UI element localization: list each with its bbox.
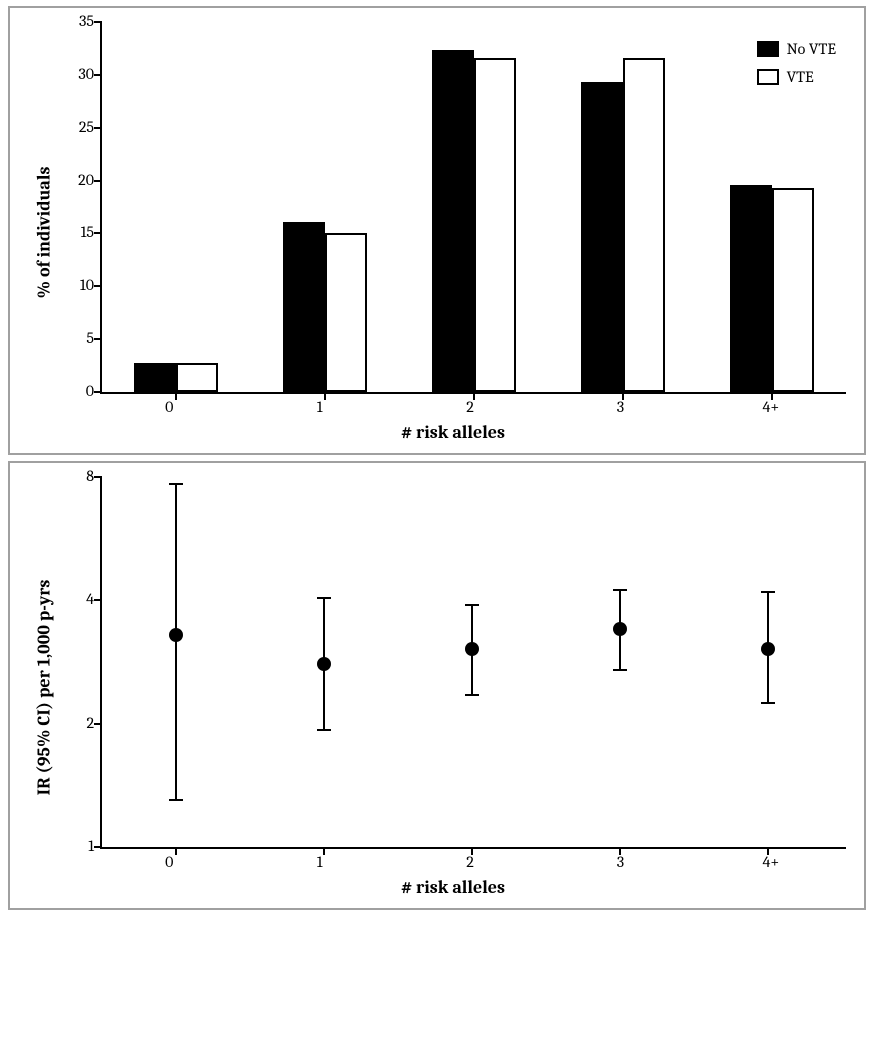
bar-no-vte [432, 50, 474, 393]
ytick-label: 30 [78, 65, 94, 83]
bottom-ylabel: IR (95% CI) per 1,000 p-yrs [34, 580, 55, 796]
bottom-plot-col: 1248 01234+ # risk alleles [60, 477, 846, 898]
bar-no-vte [283, 222, 325, 392]
ytick-label: 5 [86, 329, 94, 347]
error-cap-bottom [169, 799, 183, 801]
bottom-chart: IR (95% CI) per 1,000 p-yrs 1248 01234+ … [28, 477, 846, 898]
ytick-label: 20 [78, 171, 94, 189]
swatch-no-vte [757, 41, 779, 57]
bar-vte [325, 233, 367, 392]
figure-wrap: % of individuals 05101520253035 No VTE [0, 6, 874, 910]
ytick-mark [94, 599, 102, 601]
ytick-mark [94, 74, 102, 76]
xtick-mark [622, 392, 624, 400]
bottom-xticks: 01234+ [94, 849, 846, 871]
bottom-xlabel: # risk alleles [60, 871, 846, 898]
data-point [169, 628, 183, 642]
ytick-mark [94, 846, 102, 848]
bottom-points-layer [102, 477, 846, 847]
legend-item-vte: VTE [757, 68, 836, 86]
xtick-mark [323, 847, 325, 855]
xtick-mark [471, 847, 473, 855]
ytick-label: 10 [80, 276, 94, 294]
bar-vte [176, 363, 218, 392]
top-ylabel-wrap: % of individuals [28, 22, 60, 443]
error-cap-top [317, 597, 331, 599]
xtick-mark [175, 392, 177, 400]
error-cap-bottom [317, 729, 331, 731]
bar-no-vte [134, 363, 176, 392]
bottom-ylabel-wrap: IR (95% CI) per 1,000 p-yrs [28, 477, 60, 898]
xtick-label: 0 [94, 394, 244, 416]
bar-no-vte [730, 185, 772, 392]
bottom-plot-area [100, 477, 846, 849]
xtick-label: 0 [94, 849, 244, 871]
bar-vte [772, 188, 814, 392]
error-cap-bottom [465, 694, 479, 696]
ytick-mark [94, 127, 102, 129]
xtick-mark [767, 847, 769, 855]
bottom-yticks: 1248 [60, 477, 100, 847]
xtick-mark [473, 392, 475, 400]
error-cap-bottom [613, 669, 627, 671]
ytick-label: 35 [79, 12, 94, 30]
top-ylabel: % of individuals [34, 167, 55, 299]
top-plot-area: No VTE VTE [100, 22, 846, 394]
error-cap-top [613, 589, 627, 591]
error-bar [175, 484, 177, 801]
top-xlabel: # risk alleles [60, 416, 846, 443]
error-cap-bottom [761, 702, 775, 704]
ytick-label: 2 [86, 714, 94, 732]
ytick-mark [94, 285, 102, 287]
legend-label-no-vte: No VTE [787, 40, 836, 58]
error-cap-top [169, 483, 183, 485]
xtick-mark [619, 847, 621, 855]
bar-group [400, 50, 549, 393]
top-plot-col: 05101520253035 No VTE VTE [60, 22, 846, 443]
top-yticks: 05101520253035 [60, 22, 100, 392]
bar-no-vte [581, 82, 623, 392]
data-point [465, 642, 479, 656]
error-cap-top [761, 591, 775, 593]
xtick-mark [175, 847, 177, 855]
ytick-mark [94, 338, 102, 340]
bar-group [251, 222, 400, 392]
top-chart: % of individuals 05101520253035 No VTE [28, 22, 846, 443]
xtick-label: 2 [395, 394, 545, 416]
bar-group [548, 58, 697, 392]
ytick-label: 15 [81, 223, 94, 241]
legend-label-vte: VTE [787, 68, 814, 86]
top-legend: No VTE VTE [757, 40, 836, 86]
ytick-mark [94, 723, 102, 725]
ytick-mark [94, 21, 102, 23]
bottom-panel: IR (95% CI) per 1,000 p-yrs 1248 01234+ … [8, 461, 866, 910]
xtick-label: 1 [244, 394, 394, 416]
data-point [317, 657, 331, 671]
data-point [761, 642, 775, 656]
bar-group [102, 363, 251, 392]
data-point [613, 622, 627, 636]
top-xticks: 01234+ [94, 394, 846, 416]
ytick-label: 4 [86, 590, 94, 608]
xtick-mark [324, 392, 326, 400]
xtick-label: 3 [545, 394, 695, 416]
xtick-label: 4+ [696, 849, 846, 871]
bar-group [697, 185, 846, 392]
xtick-label: 1 [244, 849, 394, 871]
ytick-mark [94, 232, 102, 234]
bar-vte [474, 58, 516, 392]
ytick-label: 25 [79, 118, 94, 136]
error-cap-top [465, 604, 479, 606]
top-bars [102, 22, 846, 392]
swatch-vte [757, 69, 779, 85]
ytick-mark [94, 180, 102, 182]
xtick-mark [771, 392, 773, 400]
top-panel: % of individuals 05101520253035 No VTE [8, 6, 866, 455]
ytick-label: 0 [86, 382, 94, 400]
ytick-label: 8 [86, 467, 94, 485]
ytick-mark [94, 391, 102, 393]
bar-vte [623, 58, 665, 392]
ytick-mark [94, 476, 102, 478]
legend-item-no-vte: No VTE [757, 40, 836, 58]
